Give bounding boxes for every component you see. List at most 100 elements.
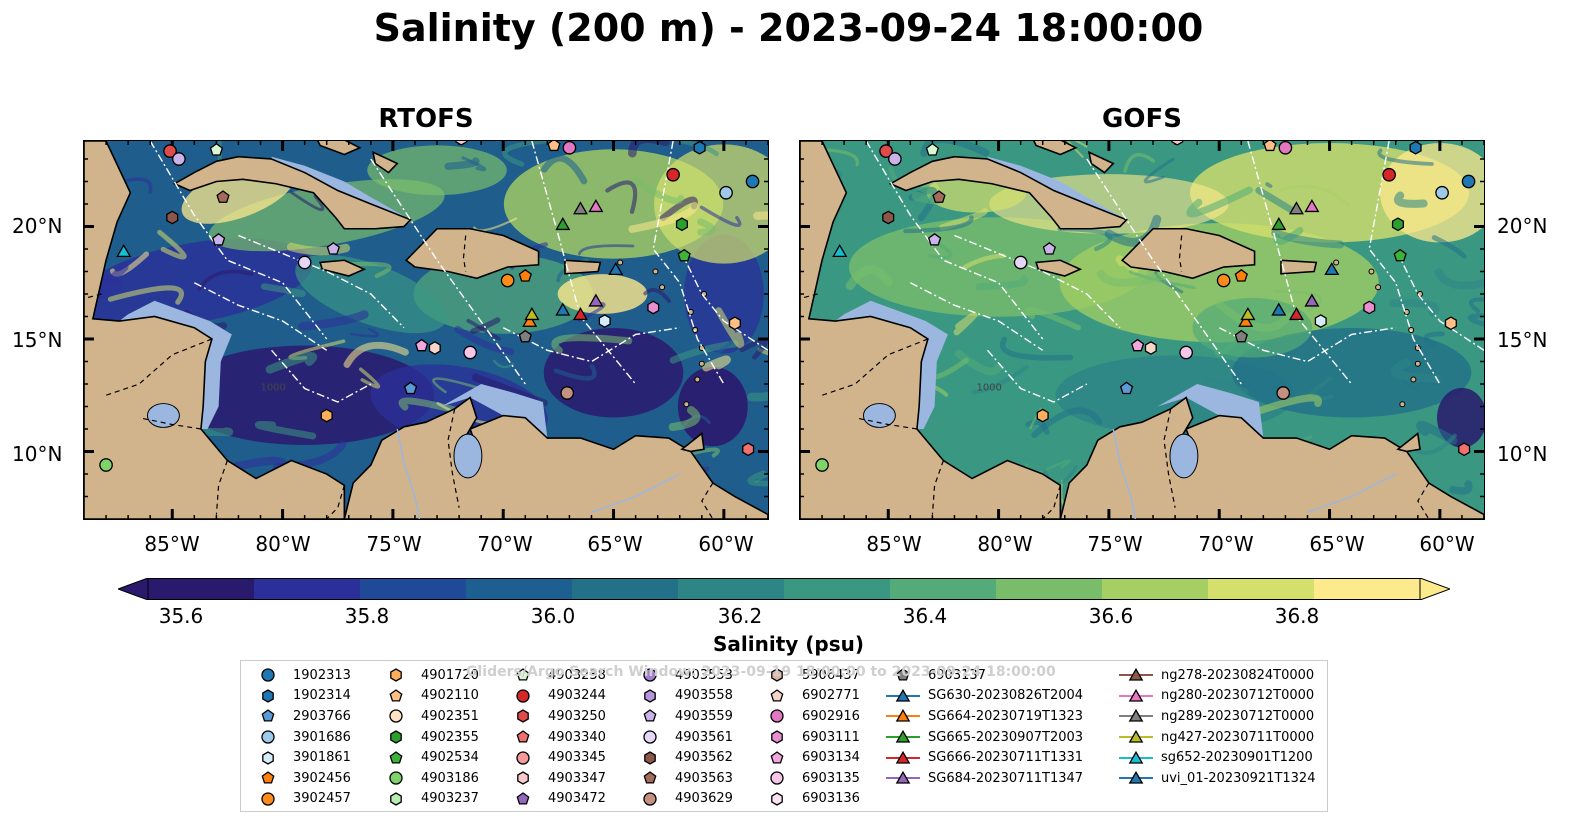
rtofs-map-salinity-filament: [454, 325, 515, 356]
legend-marker-icon: [1119, 750, 1153, 764]
legend-marker-icon: [516, 668, 530, 681]
legend-marker-icon: [389, 689, 403, 702]
colorbar-segment: [1102, 578, 1209, 600]
rtofs-map-float-marker: [560, 386, 575, 400]
rtofs-map-land-puerto-rico: [564, 259, 602, 275]
gofs-map-land-jamaica: [1035, 259, 1083, 277]
colorbar-segment: [1208, 578, 1315, 600]
rtofs-map-float-marker: [588, 293, 604, 307]
rtofs-map-salinity-filament: [668, 405, 701, 432]
legend-label: 4903561: [675, 729, 733, 745]
legend-item: SG684-20230711T1347: [886, 768, 1083, 789]
gofs-map-salinity-filament: [1186, 186, 1253, 218]
legend-label: 6903136: [802, 791, 860, 807]
legend-marker-icon: [886, 688, 920, 702]
rtofs-map-small-island: [687, 309, 694, 315]
rtofs-map-float-marker: [728, 316, 741, 331]
legend-marker-icon: [390, 668, 402, 683]
legend-marker-icon: [390, 730, 402, 744]
legend-item: SG666-20230711T1331: [886, 747, 1083, 768]
rtofs-map-river: [396, 428, 421, 519]
rtofs-map-salinity-filament: [492, 359, 515, 369]
rtofs-map-salinity-patch: [654, 144, 768, 264]
legend-item: 4903629: [633, 789, 733, 810]
legend-marker-icon: [886, 729, 920, 743]
legend-marker-icon: [516, 730, 530, 743]
legend-item: 3901686: [251, 727, 351, 748]
legend-marker-icon: [1119, 709, 1153, 723]
rtofs-map-salinity-filament: [466, 318, 501, 341]
colorbar-segment: [996, 578, 1103, 600]
gofs-map-float-marker: [1130, 338, 1145, 352]
rtofs-map-salinity-filament: [628, 141, 670, 158]
xtick-rtofs-85w: 85°W: [144, 532, 200, 556]
gofs-map-small-island: [1414, 360, 1421, 367]
gofs-map-contour-label: 1000: [977, 383, 1002, 394]
legend-column: ng278-20230824T0000 ng280-20230712T0000 ng…: [1119, 665, 1315, 789]
rtofs-map-float-marker: [647, 300, 660, 315]
legend-marker-icon: [1119, 771, 1153, 784]
gofs-map-salinity-filament: [1431, 235, 1467, 259]
rtofs-map-eez-line: [271, 349, 372, 403]
gofs-map-salinity-filament: [1205, 377, 1249, 394]
rtofs-map-eez-line: [502, 327, 680, 363]
rtofs-map-salinity-filament: [541, 154, 588, 185]
legend-label: 4903559: [675, 708, 733, 724]
gofs-map-eez-line: [987, 349, 1088, 403]
gofs-map-salinity-filament: [920, 141, 990, 157]
gofs-map-float-marker: [1216, 273, 1231, 288]
gofs-map[interactable]: 1000: [799, 140, 1485, 520]
gofs-map-small-island: [1403, 309, 1410, 315]
legend-label: 4903558: [675, 688, 733, 704]
rtofs-map-lake: [453, 433, 483, 479]
rtofs-map-salinity-filament: [586, 429, 638, 441]
rtofs-map-salinity-filament: [473, 217, 518, 232]
gofs-map-eez-line: [1368, 141, 1441, 385]
rtofs-map-float-marker: [116, 244, 132, 258]
legend-marker-icon: [643, 668, 657, 682]
rtofs-map-lake: [146, 403, 180, 428]
rtofs-map[interactable]: 1000: [83, 140, 769, 520]
legend-marker-icon: [886, 750, 920, 764]
legend-column: 4903238 4903244 4903250 4903340 4903345 49033…: [506, 665, 606, 809]
gofs-map-border-line: [1178, 235, 1183, 272]
rtofs-map-eez-line: [652, 141, 725, 385]
gofs-map-border-line: [800, 293, 818, 300]
legend-marker-icon: [261, 730, 275, 744]
legend-marker-icon: [770, 689, 784, 702]
gofs-map-lake: [862, 403, 896, 428]
rtofs-map-salinity-filament: [747, 470, 768, 487]
gofs-map-float-marker: [1382, 167, 1396, 182]
legend-item: 6903135: [760, 768, 860, 789]
legend-marker-icon: [517, 771, 529, 786]
gofs-map-salinity-filament: [1467, 312, 1484, 327]
colorbar-tick-36.2: 36.2: [717, 604, 763, 628]
gofs-map-float-marker: [1363, 300, 1376, 315]
legend-label: 6903137: [928, 667, 986, 683]
gofs-map-salinity-filament: [1000, 336, 1074, 361]
rtofs-map-salinity-patch: [543, 327, 684, 418]
gofs-map-float-marker: [1240, 307, 1256, 321]
gofs-map-float-marker: [1304, 293, 1320, 307]
rtofs-map-salinity-filament: [709, 459, 725, 482]
legend-label: 3901686: [293, 729, 351, 745]
gofs-map-salinity-filament: [1255, 187, 1297, 215]
gofs-map-river: [1112, 428, 1137, 519]
rtofs-map-salinity-filament: [747, 379, 768, 402]
xtick-gofs-60w: 60°W: [1419, 532, 1475, 556]
gofs-map-border-line: [1163, 408, 1176, 508]
rtofs-map-float-marker: [403, 381, 418, 395]
gofs-map-float-marker: [1234, 329, 1248, 343]
gofs-map-land-cuba: [888, 155, 1128, 230]
gofs-map-salinity-filament: [1265, 182, 1273, 188]
rtofs-map-eez-line: [149, 141, 328, 340]
legend-marker-icon: [262, 750, 274, 765]
xtick-gofs-70w: 70°W: [1198, 532, 1254, 556]
rtofs-map-float-marker: [326, 242, 341, 255]
colorbar-segment: [466, 578, 573, 600]
legend-item: 4903186: [379, 768, 479, 789]
legend-item: 6903137: [886, 665, 1083, 686]
gofs-map-salinity-filament: [1096, 269, 1172, 287]
legend-label: SG630-20230826T2004: [928, 688, 1084, 704]
rtofs-map-salinity-filament: [686, 339, 735, 363]
